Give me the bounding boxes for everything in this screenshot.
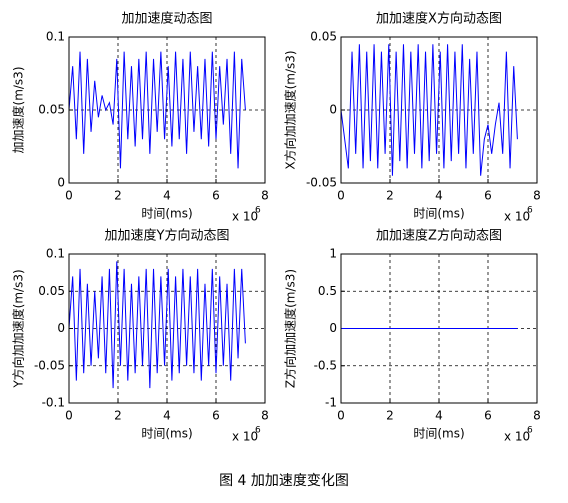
y-tick-label: -0.05 [34, 358, 65, 372]
x-tick-label: 0 [65, 409, 73, 423]
x-scale-label: x 10 [232, 210, 258, 224]
axes-box [340, 253, 538, 404]
y-tick-label: 0 [57, 321, 65, 335]
y-tick-label: 0.5 [318, 284, 337, 298]
y-axis-label: X方向加加速度(m/s3) [283, 50, 298, 169]
y-tick-label: -0.5 [314, 358, 337, 372]
x-scale-exponent: 6 [527, 206, 533, 216]
x-tick-label: 8 [261, 409, 269, 423]
x-axis-label: 时间(ms) [413, 427, 464, 441]
y-axis-label: Y方向加加速度(m/s3) [11, 269, 26, 388]
y-tick-label: 0.05 [310, 30, 337, 44]
y-tick-label: -0.05 [306, 176, 337, 190]
x-tick-label: 8 [533, 189, 541, 203]
x-tick-label: 4 [163, 409, 171, 423]
subplot-title: 加加速度Y方向动态图 [105, 228, 230, 244]
data-line [340, 44, 518, 176]
x-scale-exponent: 6 [255, 426, 261, 436]
x-tick-label: 6 [484, 409, 492, 423]
x-scale-label: x 10 [504, 210, 530, 224]
y-tick-label: 1 [329, 247, 337, 261]
axes-box [340, 36, 538, 184]
x-tick-label: 4 [163, 189, 171, 203]
x-tick-label: 2 [114, 409, 122, 423]
x-tick-label: 0 [337, 409, 345, 423]
x-tick-label: 2 [114, 189, 122, 203]
x-scale-label: x 10 [504, 430, 530, 444]
y-tick-label: 0.05 [38, 103, 65, 117]
subplot-title: 加加速度Z方向动态图 [376, 228, 502, 244]
y-tick-label: -0.1 [42, 396, 65, 410]
x-scale-label: x 10 [232, 430, 258, 444]
x-tick-label: 6 [484, 189, 492, 203]
figure-caption: 图 4 加加速度变化图 [219, 473, 349, 489]
y-axis-label: 加加速度(m/s3) [11, 67, 26, 154]
y-tick-label: 0.1 [46, 247, 65, 261]
subplot-title: 加加速度动态图 [121, 11, 212, 27]
x-tick-label: 4 [435, 189, 443, 203]
y-tick-label: 0.1 [46, 30, 65, 44]
y-axis-label: Z方向加加速度(m/s3) [283, 269, 298, 388]
subplot-title: 加加速度X方向动态图 [376, 11, 502, 27]
x-tick-label: 2 [386, 189, 394, 203]
axes-box [68, 253, 266, 404]
y-tick-label: 0 [329, 103, 337, 117]
data-line [68, 51, 246, 169]
x-axis-label: 时间(ms) [413, 207, 464, 221]
x-tick-label: 8 [261, 189, 269, 203]
x-tick-label: 0 [337, 189, 345, 203]
x-tick-label: 6 [212, 409, 220, 423]
data-line [68, 261, 246, 389]
x-tick-label: 4 [435, 409, 443, 423]
y-tick-label: -1 [325, 396, 337, 410]
x-axis-label: 时间(ms) [141, 427, 192, 441]
x-axis-label: 时间(ms) [141, 207, 192, 221]
y-tick-label: 0 [57, 176, 65, 190]
y-tick-label: 0.05 [38, 284, 65, 298]
x-tick-label: 0 [65, 189, 73, 203]
x-tick-label: 8 [533, 409, 541, 423]
x-tick-label: 2 [386, 409, 394, 423]
x-scale-exponent: 6 [255, 206, 261, 216]
axes-box [68, 36, 266, 184]
y-tick-label: 0 [329, 321, 337, 335]
x-tick-label: 6 [212, 189, 220, 203]
x-scale-exponent: 6 [527, 426, 533, 436]
